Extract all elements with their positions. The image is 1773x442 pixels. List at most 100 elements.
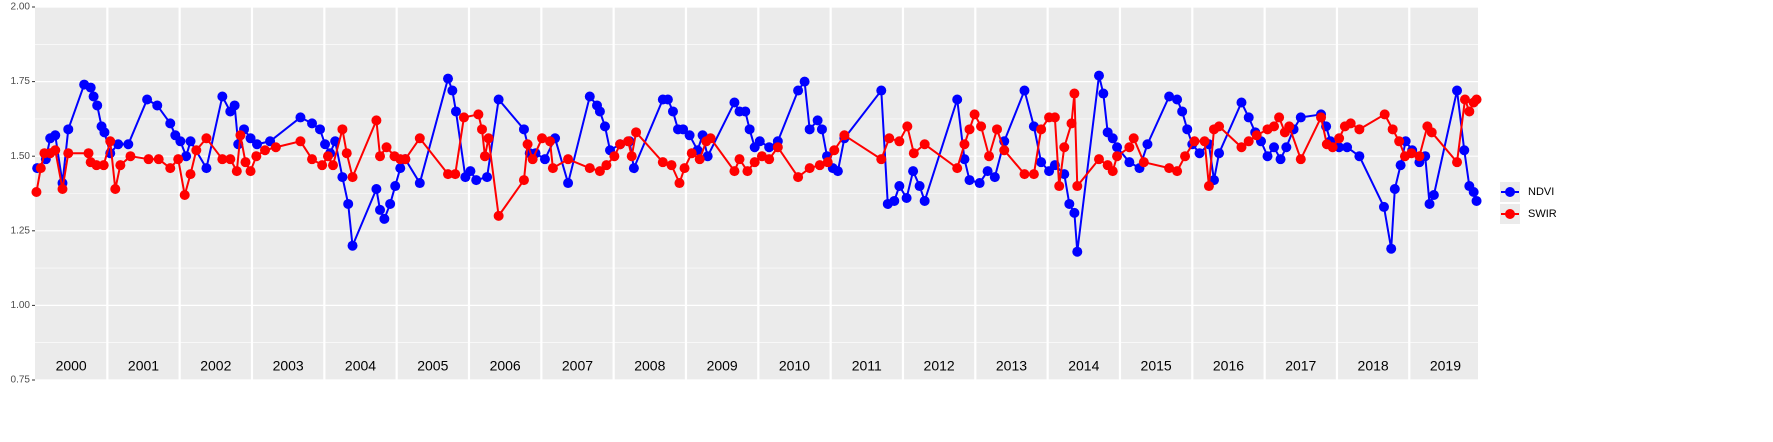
data-point bbox=[1386, 243, 1397, 254]
year-label: 2016 bbox=[1213, 358, 1244, 374]
data-point bbox=[395, 163, 406, 174]
data-point bbox=[772, 142, 783, 153]
data-point bbox=[1426, 127, 1437, 138]
data-point bbox=[1054, 181, 1065, 192]
data-point bbox=[295, 136, 306, 147]
data-point bbox=[1214, 121, 1225, 132]
data-point bbox=[63, 148, 74, 159]
data-point bbox=[225, 154, 236, 165]
data-point bbox=[400, 154, 411, 165]
data-point bbox=[1354, 124, 1365, 135]
data-point bbox=[1424, 198, 1435, 209]
data-point bbox=[482, 172, 493, 183]
y-tick-label: 1.25 bbox=[11, 225, 31, 236]
data-point bbox=[547, 163, 558, 174]
year-label: 2017 bbox=[1285, 358, 1316, 374]
data-point bbox=[976, 121, 987, 132]
data-point bbox=[252, 139, 263, 150]
data-point bbox=[245, 166, 256, 177]
data-point bbox=[908, 148, 919, 159]
data-point bbox=[964, 124, 975, 135]
data-point bbox=[1036, 124, 1047, 135]
data-point bbox=[626, 151, 637, 162]
year-label: 2005 bbox=[417, 358, 448, 374]
data-point bbox=[563, 154, 574, 165]
data-point bbox=[142, 94, 153, 105]
data-point bbox=[1124, 157, 1135, 168]
data-point bbox=[628, 163, 639, 174]
year-label: 2011 bbox=[852, 358, 882, 374]
data-point bbox=[1414, 151, 1425, 162]
data-point bbox=[314, 124, 325, 135]
data-point bbox=[804, 163, 815, 174]
data-point bbox=[50, 130, 61, 141]
data-point bbox=[594, 166, 605, 177]
data-point bbox=[1459, 145, 1470, 156]
data-point bbox=[729, 97, 740, 108]
data-point bbox=[764, 142, 775, 153]
data-point bbox=[919, 195, 930, 206]
data-point bbox=[35, 163, 46, 174]
data-point bbox=[343, 198, 354, 209]
year-label: 2000 bbox=[56, 358, 87, 374]
year-label: 2015 bbox=[1141, 358, 1172, 374]
data-point bbox=[1107, 133, 1118, 144]
data-point bbox=[705, 133, 716, 144]
data-point bbox=[1036, 157, 1047, 168]
data-point bbox=[1406, 148, 1417, 159]
year-label: 2014 bbox=[1068, 358, 1099, 374]
y-tick-label: 1.00 bbox=[11, 300, 31, 311]
data-point bbox=[483, 133, 494, 144]
year-label: 2007 bbox=[562, 358, 593, 374]
year-label: 2012 bbox=[924, 358, 955, 374]
data-point bbox=[814, 160, 825, 171]
data-point bbox=[1180, 151, 1191, 162]
data-point bbox=[694, 154, 705, 165]
data-point bbox=[235, 130, 246, 141]
data-point bbox=[832, 166, 843, 177]
data-point bbox=[1452, 157, 1463, 168]
data-point bbox=[684, 130, 695, 141]
data-point bbox=[1072, 246, 1083, 257]
data-point bbox=[1124, 142, 1135, 153]
data-point bbox=[734, 154, 745, 165]
data-point bbox=[414, 133, 425, 144]
data-point bbox=[99, 127, 110, 138]
data-point bbox=[371, 184, 382, 195]
data-point bbox=[793, 85, 804, 96]
data-point bbox=[522, 139, 533, 150]
data-point bbox=[125, 151, 136, 162]
data-point bbox=[1236, 97, 1247, 108]
data-point bbox=[347, 240, 358, 251]
data-point bbox=[1138, 157, 1149, 168]
year-label: 2003 bbox=[273, 358, 304, 374]
data-point bbox=[191, 145, 202, 156]
data-point bbox=[1468, 187, 1479, 198]
data-point bbox=[889, 195, 900, 206]
data-point bbox=[952, 94, 963, 105]
data-point bbox=[375, 204, 386, 215]
data-point bbox=[1172, 94, 1183, 105]
data-point bbox=[322, 151, 333, 162]
data-point bbox=[1316, 112, 1327, 123]
data-point bbox=[764, 154, 775, 165]
data-point bbox=[678, 124, 689, 135]
data-point bbox=[92, 100, 103, 111]
data-point bbox=[1394, 136, 1405, 147]
data-point bbox=[527, 154, 538, 165]
y-tick-label: 1.50 bbox=[11, 151, 31, 162]
data-point bbox=[1093, 70, 1104, 81]
data-point bbox=[667, 106, 678, 117]
data-point bbox=[240, 157, 251, 168]
data-point bbox=[1199, 136, 1210, 147]
data-point bbox=[347, 172, 358, 183]
data-point bbox=[729, 166, 740, 177]
data-point bbox=[914, 181, 925, 192]
data-point bbox=[894, 181, 905, 192]
data-point bbox=[31, 187, 42, 198]
legend-label: NDVI bbox=[1528, 186, 1554, 198]
data-point bbox=[110, 184, 121, 195]
data-point bbox=[1164, 91, 1175, 102]
year-label: 2013 bbox=[996, 358, 1027, 374]
